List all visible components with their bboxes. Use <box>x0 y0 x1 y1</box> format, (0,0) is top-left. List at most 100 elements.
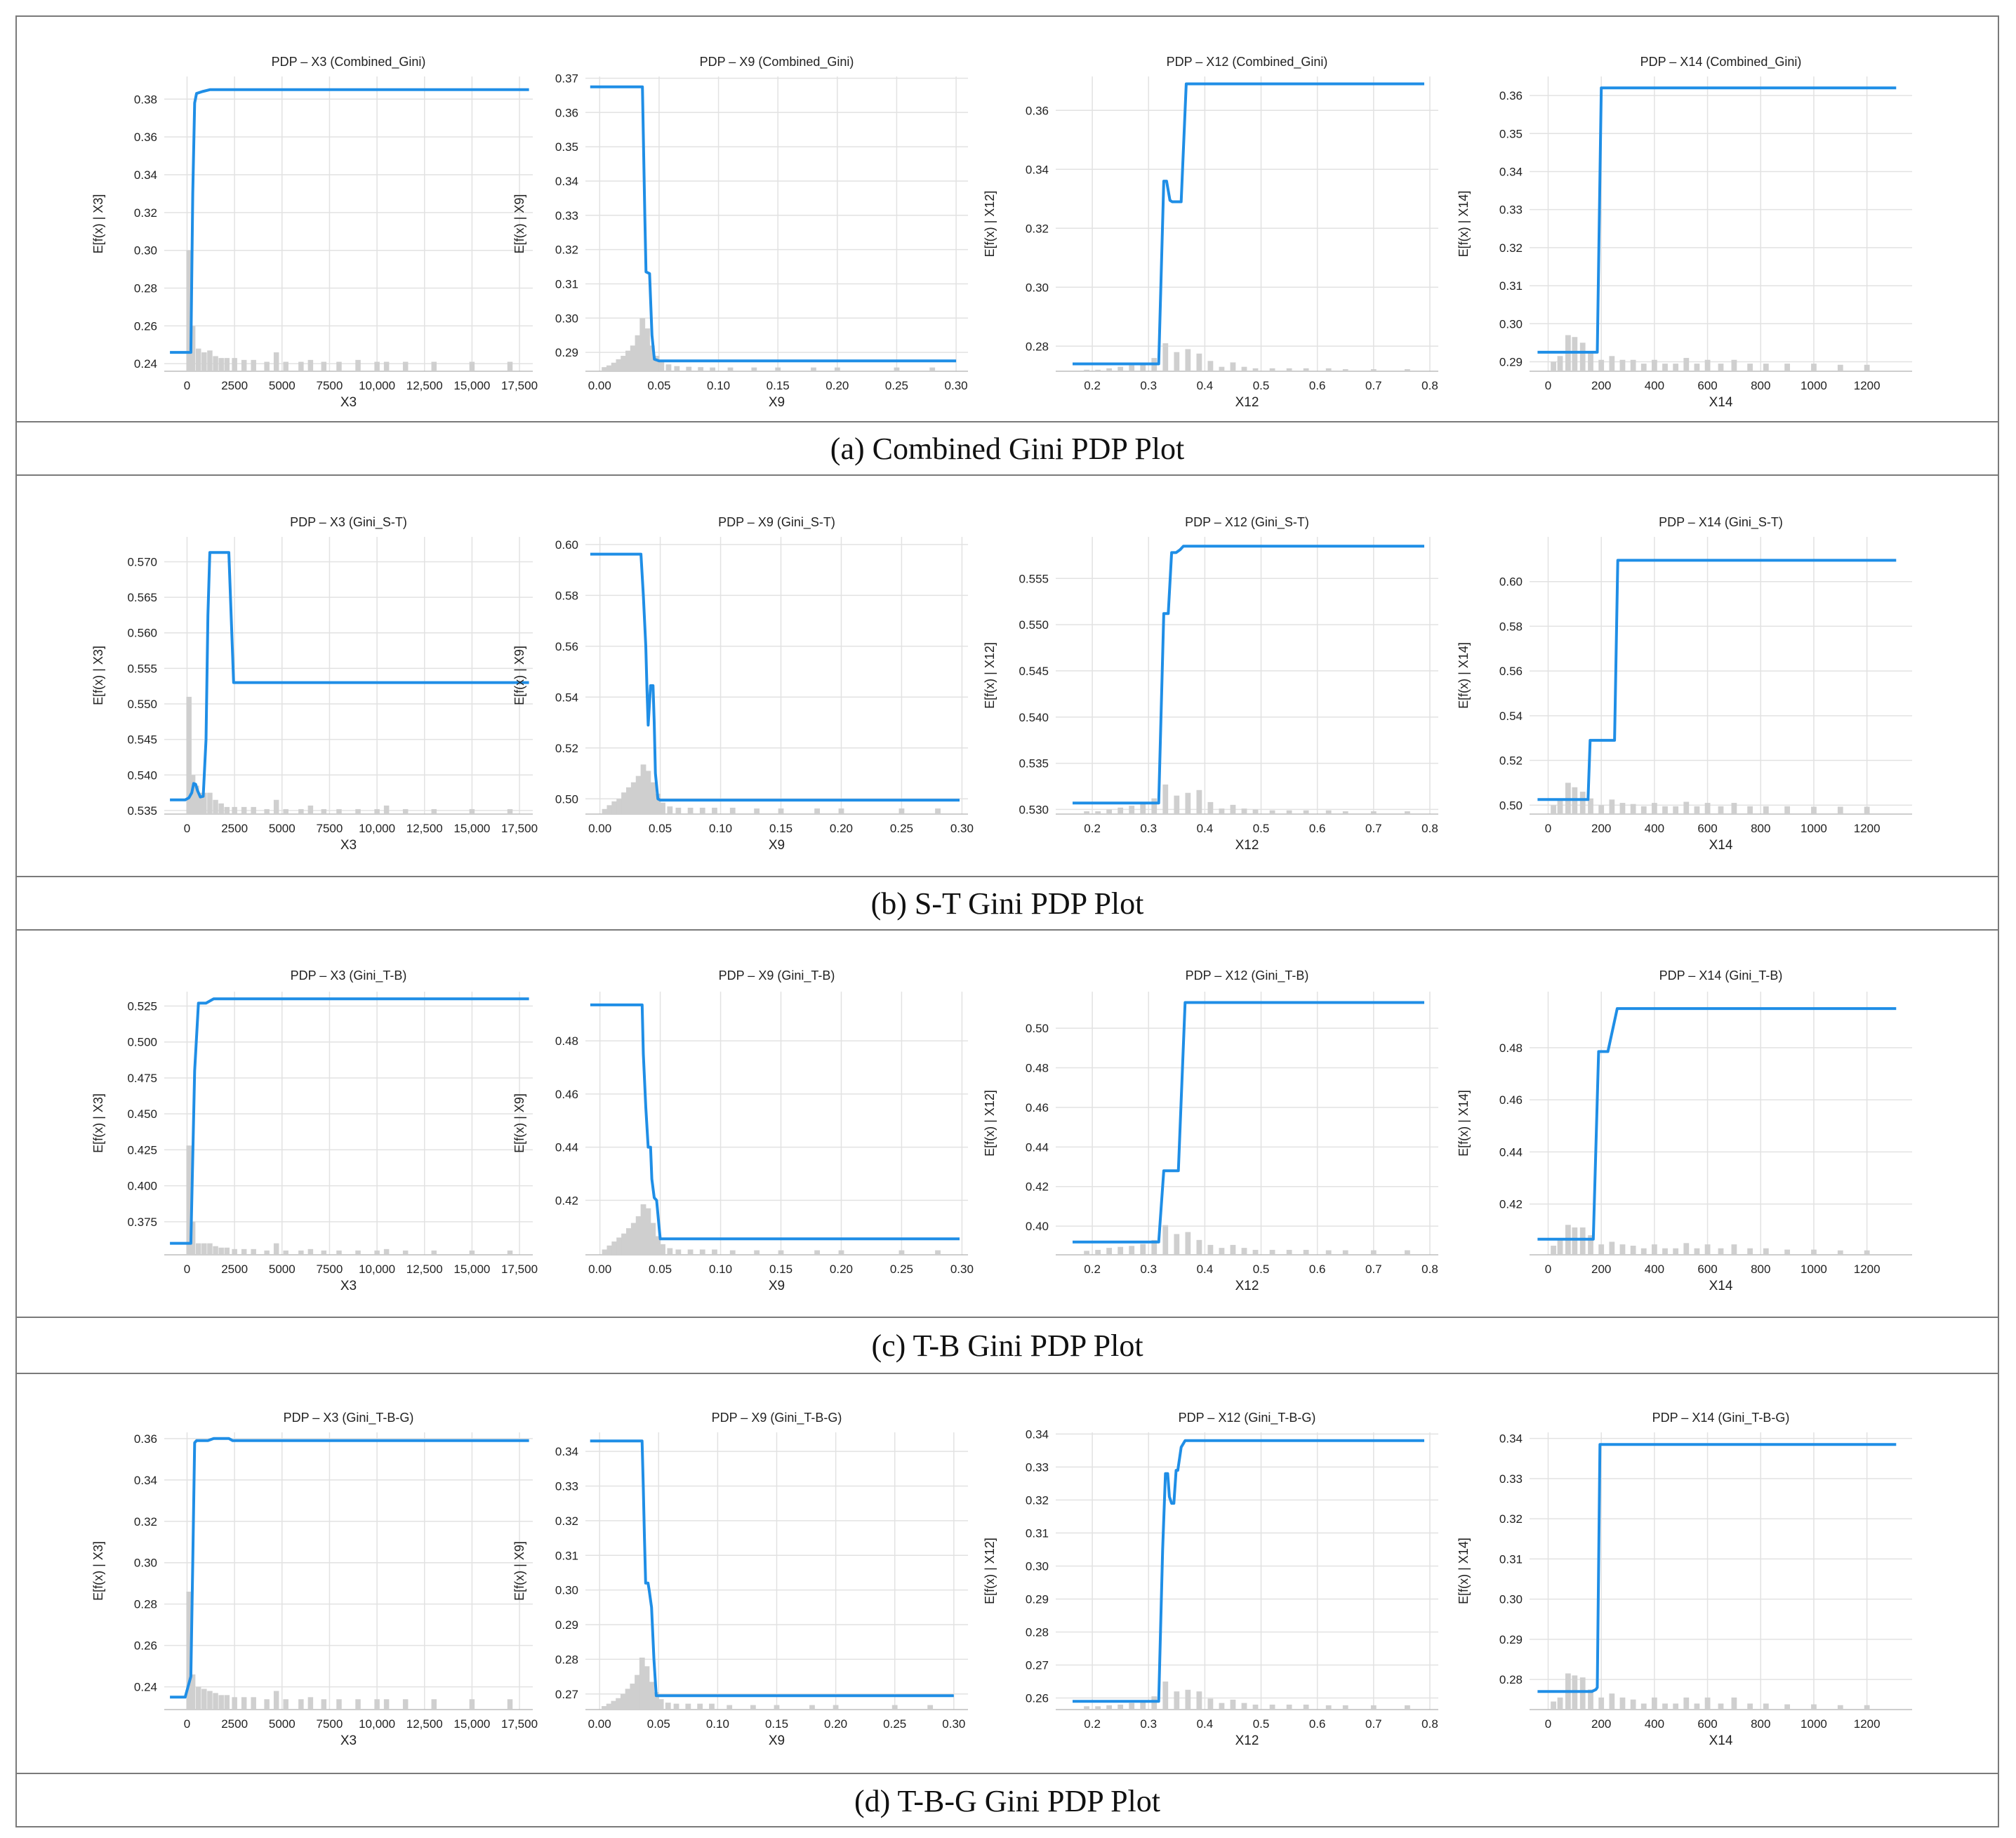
hist-bar <box>1747 1248 1753 1255</box>
hist-bar <box>1118 1704 1124 1710</box>
y-tick-label: 0.32 <box>134 1515 157 1529</box>
y-tick-label: 0.530 <box>1019 803 1049 816</box>
y-tick-label: 0.38 <box>134 93 157 106</box>
hist-bar <box>727 1705 733 1710</box>
x-tick-label: 600 <box>1697 1717 1717 1731</box>
hist-bar <box>1252 368 1259 371</box>
y-tick-label: 0.34 <box>1499 1432 1523 1446</box>
hist-bar <box>1162 784 1169 814</box>
y-tick-label: 0.30 <box>1026 1559 1049 1573</box>
hist-bar <box>620 1693 626 1710</box>
hist-bar <box>1784 1249 1791 1255</box>
pdp-line <box>1073 1001 1424 1244</box>
hist-bar <box>1694 1703 1700 1710</box>
hist-bar <box>1174 352 1180 371</box>
y-tick-label: 0.400 <box>127 1180 157 1193</box>
hist-bar <box>1619 803 1626 814</box>
x-tick-label: 0.30 <box>950 822 974 835</box>
x-axis-label: X3 <box>340 395 357 410</box>
hist-bar <box>251 359 256 371</box>
hist-bar <box>1174 795 1180 814</box>
hist-bar <box>298 1699 304 1710</box>
hist-bar <box>1118 807 1124 814</box>
y-tick-label: 0.32 <box>1026 1493 1049 1507</box>
pdp-chart-x12: 0.2 0.3 0.4 0.5 0.6 0.7 0.8 0.530 0.535 0.540 0.54… <box>983 515 1438 853</box>
hist-bar <box>1140 1244 1146 1255</box>
y-tick-label: 0.535 <box>127 804 157 818</box>
y-axis-label: E[f(x) | X3] <box>91 646 105 705</box>
hist-bar <box>224 1695 230 1710</box>
hist-bar <box>207 1691 213 1710</box>
hist-bar <box>190 775 196 814</box>
hist-bar <box>1207 1244 1214 1255</box>
hist-bar <box>402 808 409 814</box>
hist-bar <box>1651 1244 1657 1255</box>
hist-bar <box>655 794 661 814</box>
hist-bar <box>778 808 784 814</box>
x-tick-label: 0.05 <box>647 379 670 392</box>
y-tick-label: 0.44 <box>1499 1145 1523 1159</box>
hist-bar <box>283 1250 289 1255</box>
caption-d: (d) T-B-G Gini PDP Plot <box>17 1773 1998 1827</box>
y-tick-label: 0.32 <box>555 244 578 257</box>
hist-bar <box>630 345 636 371</box>
hist-bar <box>224 358 230 371</box>
y-tick-label: 0.58 <box>555 589 578 602</box>
hist-bar <box>251 1248 256 1255</box>
hist-bar <box>621 792 627 814</box>
hist-bar <box>1405 811 1410 814</box>
hist-bar <box>1747 806 1753 814</box>
chart-title: PDP – X9 (Combined_Gini) <box>700 55 854 69</box>
x-tick-label: 0.20 <box>830 1263 853 1276</box>
hist-bar <box>298 361 304 371</box>
hist-bar <box>1731 359 1737 371</box>
hist-bar <box>644 1666 650 1710</box>
hist-bar <box>1784 806 1791 814</box>
y-tick-label: 0.44 <box>555 1141 578 1154</box>
y-tick-label: 0.42 <box>1026 1180 1049 1194</box>
hist-bar <box>1588 1689 1593 1710</box>
x-tick-label: 1000 <box>1801 1263 1827 1276</box>
x-tick-label: 200 <box>1591 822 1611 835</box>
hist-bar <box>1129 1246 1135 1255</box>
hist-bar <box>431 808 437 814</box>
hist-bar <box>383 805 390 814</box>
y-tick-label: 0.540 <box>1019 711 1049 724</box>
hist-bar <box>712 1249 717 1255</box>
hist-bar <box>811 367 816 371</box>
hist-bar <box>699 1249 705 1255</box>
hist-bar <box>1269 368 1275 371</box>
hist-bar <box>1162 343 1169 371</box>
hist-bar <box>1219 808 1225 814</box>
y-tick-label: 0.28 <box>1499 1673 1523 1686</box>
hist-bar <box>1303 1704 1309 1710</box>
hist-bar <box>1673 1703 1679 1710</box>
hist-bar <box>1747 1703 1753 1710</box>
x-tick-label: 0.00 <box>588 1263 611 1276</box>
hist-bar <box>336 1699 342 1710</box>
y-tick-label: 0.54 <box>555 691 578 704</box>
y-tick-label: 0.34 <box>1026 163 1049 176</box>
y-tick-label: 0.36 <box>134 131 157 144</box>
hist-bar <box>186 250 192 371</box>
hist-bar <box>374 361 380 371</box>
y-tick-label: 0.60 <box>555 538 578 552</box>
hist-bar <box>307 359 314 371</box>
hist-bar <box>298 1250 304 1255</box>
hist-bar <box>232 806 237 814</box>
hist-bar <box>774 1705 780 1710</box>
hist-bar <box>898 1250 905 1255</box>
hist-bar <box>469 808 475 814</box>
hist-bar <box>1630 1699 1636 1710</box>
hist-bar <box>232 1248 237 1255</box>
hist-bar <box>649 1681 655 1710</box>
hist-bar <box>621 356 627 371</box>
pdp-line <box>590 1003 960 1241</box>
x-tick-label: 15,000 <box>453 1717 490 1731</box>
pdp-chart-x14: 0 200 400 600 800 1000 1200 0.50 0.52 0.54 0.56 0.5… <box>1457 515 1912 853</box>
hist-bar <box>1784 1704 1791 1710</box>
hist-bar <box>1196 1239 1202 1255</box>
x-tick-label: 0.15 <box>767 379 790 392</box>
x-tick-label: 1200 <box>1854 1263 1881 1276</box>
x-tick-label: 0.05 <box>649 1263 672 1276</box>
